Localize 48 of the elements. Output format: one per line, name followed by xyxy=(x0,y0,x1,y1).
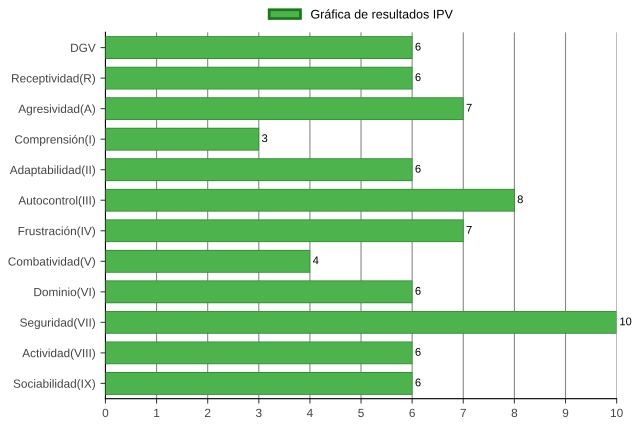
bar xyxy=(105,128,260,151)
y-tick-label: Autocontrol(III) xyxy=(18,196,95,207)
x-tick-label: 10 xyxy=(610,408,623,418)
x-tick-label: 8 xyxy=(512,408,518,418)
bar xyxy=(105,158,413,182)
bar xyxy=(105,97,464,120)
bar xyxy=(105,341,413,364)
bar xyxy=(105,188,515,212)
y-tick-label: Agresividad(A) xyxy=(18,104,95,116)
data-label: 7 xyxy=(466,226,472,234)
data-label: 7 xyxy=(466,104,472,112)
x-tick-label: 5 xyxy=(358,408,364,418)
data-label: 8 xyxy=(518,195,523,204)
y-tick-label: Comprensión(I) xyxy=(14,134,95,146)
bar xyxy=(105,219,464,242)
x-tick-label: 3 xyxy=(256,408,262,418)
data-label: 6 xyxy=(415,378,421,386)
data-label: 6 xyxy=(415,348,421,356)
data-label: 3 xyxy=(262,134,268,142)
y-tick-label: Actividad(VIII) xyxy=(22,348,95,360)
y-tick-label: Receptividad(R) xyxy=(12,74,95,85)
y-tick-label: Combatividad(V) xyxy=(8,257,95,268)
x-tick-label: 7 xyxy=(460,408,466,417)
y-tick-label: Dominio(VI) xyxy=(34,288,95,299)
x-tick-label: 6 xyxy=(409,408,415,418)
bar xyxy=(105,280,413,304)
y-tick-label: Adaptabilidad(II) xyxy=(10,165,95,176)
y-tick-label: DGV xyxy=(71,44,96,52)
y-tick-label: Sociabilidad(IX) xyxy=(14,379,95,390)
data-label: 6 xyxy=(415,73,421,82)
bar xyxy=(105,250,310,273)
data-label: 10 xyxy=(620,317,632,326)
data-label: 6 xyxy=(415,164,421,173)
y-tick-label: Seguridad(VII) xyxy=(20,318,95,330)
x-tick-label: 1 xyxy=(154,408,160,417)
x-tick-label: 4 xyxy=(306,408,313,417)
bar xyxy=(105,372,413,395)
y-tick-label: Frustración(IV) xyxy=(18,226,95,238)
legend-label: Gráfica de resultados IPV xyxy=(311,9,453,19)
data-label: 4 xyxy=(312,256,319,264)
x-tick-label: 0 xyxy=(102,408,108,418)
x-tick-label: 2 xyxy=(204,408,210,417)
bar xyxy=(105,66,413,90)
data-label: 6 xyxy=(415,286,421,295)
x-tick-label: 9 xyxy=(562,408,568,418)
data-label: 6 xyxy=(415,42,421,51)
bar xyxy=(105,36,413,59)
bar xyxy=(105,310,617,334)
